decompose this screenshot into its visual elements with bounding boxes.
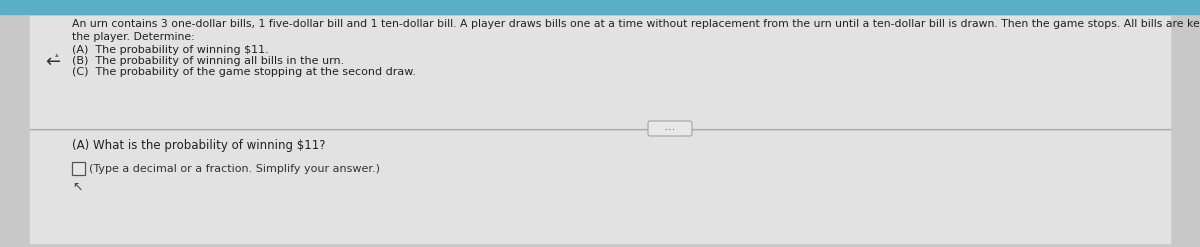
FancyBboxPatch shape [648,121,692,136]
Text: ↖: ↖ [72,181,83,193]
Text: (A)  The probability of winning $11.: (A) The probability of winning $11. [72,45,269,55]
Bar [30,16,1170,129]
Text: ...: ... [664,125,677,131]
Text: (Type a decimal or a fraction. Simplify your answer.): (Type a decimal or a fraction. Simplify … [89,164,380,173]
Bar [30,131,1170,243]
Text: An urn contains 3 one-dollar bills, 1 five-dollar bill and 1 ten-dollar bill. A : An urn contains 3 one-dollar bills, 1 fi… [72,19,1200,29]
Text: (A) What is the probability of winning $11?: (A) What is the probability of winning $… [72,139,325,152]
Text: (B)  The probability of winning all bills in the urn.: (B) The probability of winning all bills… [72,56,344,66]
Bar [0,0,1200,14]
Text: ←: ← [46,53,60,71]
Text: ▴: ▴ [55,52,59,58]
Bar [72,162,85,175]
Text: (C)  The probability of the game stopping at the second draw.: (C) The probability of the game stopping… [72,67,416,77]
Text: the player. Determine:: the player. Determine: [72,32,194,42]
